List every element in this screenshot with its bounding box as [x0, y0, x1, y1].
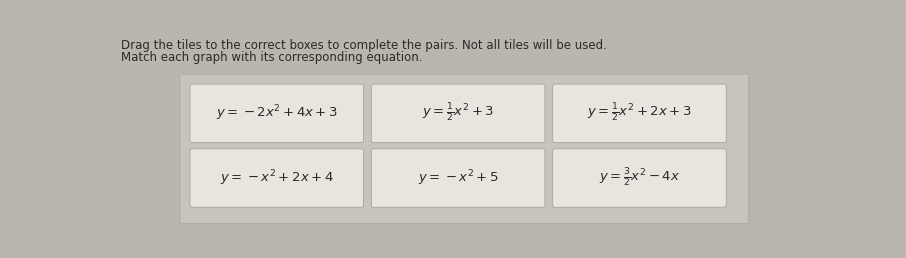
Text: Match each graph with its corresponding equation.: Match each graph with its corresponding …: [121, 51, 422, 64]
FancyBboxPatch shape: [190, 149, 363, 207]
FancyBboxPatch shape: [371, 149, 545, 207]
Text: Drag the tiles to the correct boxes to complete the pairs. Not all tiles will be: Drag the tiles to the correct boxes to c…: [121, 39, 607, 52]
FancyBboxPatch shape: [553, 84, 727, 143]
Text: $y=\frac{1}{2}x^2+2x+3$: $y=\frac{1}{2}x^2+2x+3$: [587, 102, 692, 124]
Text: $y=-2x^2+4x+3$: $y=-2x^2+4x+3$: [216, 103, 338, 123]
Text: $y=-x^2+2x+4$: $y=-x^2+2x+4$: [220, 168, 333, 188]
Text: $y=-x^2+5$: $y=-x^2+5$: [418, 168, 498, 188]
FancyBboxPatch shape: [190, 84, 363, 143]
FancyBboxPatch shape: [553, 149, 727, 207]
Text: $y=\frac{3}{2}x^2-4x$: $y=\frac{3}{2}x^2-4x$: [599, 167, 680, 189]
FancyBboxPatch shape: [180, 74, 748, 223]
Text: $y=\frac{1}{2}x^2+3$: $y=\frac{1}{2}x^2+3$: [422, 102, 495, 124]
FancyBboxPatch shape: [371, 84, 545, 143]
